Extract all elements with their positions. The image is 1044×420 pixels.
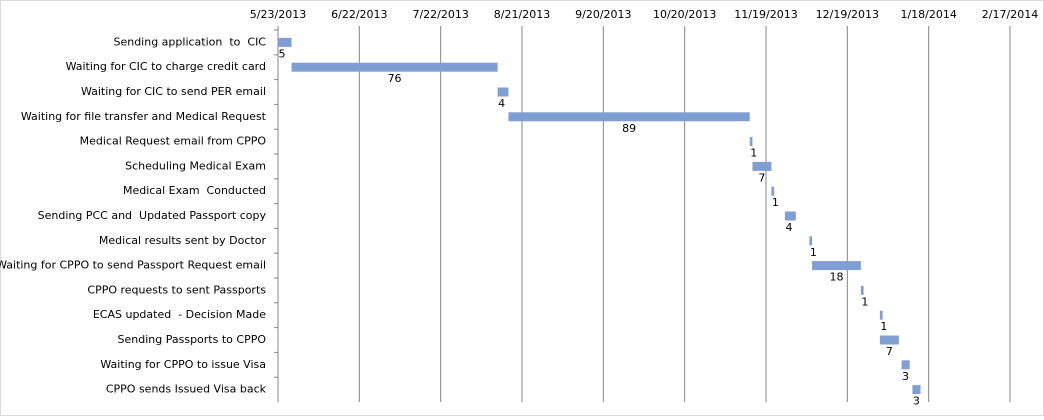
x-tick-label: 12/19/2013 [816, 8, 879, 21]
y-tick-label: Sending PCC and Updated Passport copy [38, 209, 267, 222]
x-tick-label: 6/22/2013 [331, 8, 387, 21]
data-label: 3 [913, 395, 920, 408]
data-label: 4 [498, 97, 505, 110]
bar [771, 186, 775, 196]
data-label: 7 [758, 171, 765, 184]
bar [860, 285, 864, 295]
y-tick-label: Sending Passports to CPPO [118, 333, 267, 346]
x-tick-label: 11/19/2013 [734, 8, 797, 21]
y-tick-label: Medical Exam Conducted [123, 184, 266, 197]
bar [752, 161, 772, 171]
bar [291, 62, 498, 72]
bar [497, 87, 509, 97]
y-tick-label: Medical Request email from CPPO [80, 135, 267, 148]
bar [879, 335, 899, 345]
data-label: 89 [622, 122, 636, 135]
y-tick-label: Waiting for CIC to charge credit card [66, 60, 266, 73]
y-tick-label: ECAS updated - Decision Made [93, 308, 266, 321]
data-label: 5 [279, 47, 286, 60]
bar [508, 112, 750, 122]
y-tick-label: Waiting for CPPO to issue Visa [100, 358, 266, 371]
bar [912, 385, 921, 395]
bar [278, 37, 292, 47]
bar [901, 360, 910, 370]
data-label: 3 [902, 370, 909, 383]
x-tick-label: 2/17/2014 [982, 8, 1038, 21]
bar [749, 137, 753, 147]
data-label: 1 [861, 295, 868, 308]
y-tick-label: Waiting for file transfer and Medical Re… [21, 110, 267, 123]
data-label: 1 [810, 246, 817, 259]
y-tick-label: Scheduling Medical Exam [125, 159, 266, 172]
data-label: 7 [886, 345, 893, 358]
bar [809, 236, 813, 246]
x-tick-label: 1/18/2014 [900, 8, 956, 21]
data-label: 4 [785, 221, 792, 234]
y-tick-label: CPPO requests to sent Passports [87, 283, 266, 296]
y-tick-label: CPPO sends Issued Visa back [106, 383, 267, 396]
data-label: 1 [880, 320, 887, 333]
x-tick-label: 10/20/2013 [653, 8, 716, 21]
data-label: 1 [750, 147, 757, 160]
data-label: 18 [829, 271, 843, 284]
y-tick-label: Waiting for CPPO to send Passport Reques… [0, 259, 266, 272]
bar [812, 261, 861, 271]
y-tick-label: Waiting for CIC to send PER email [81, 85, 266, 98]
x-tick-label: 8/21/2013 [494, 8, 550, 21]
x-tick-label: 5/23/2013 [250, 8, 306, 21]
x-tick-label: 9/20/2013 [575, 8, 631, 21]
y-tick-label: Sending application to CIC [113, 35, 266, 48]
bar [784, 211, 796, 221]
data-label: 1 [772, 196, 779, 209]
bar [879, 310, 883, 320]
data-label: 76 [388, 72, 402, 85]
y-tick-label: Medical results sent by Doctor [99, 234, 267, 247]
x-tick-label: 7/22/2013 [412, 8, 468, 21]
